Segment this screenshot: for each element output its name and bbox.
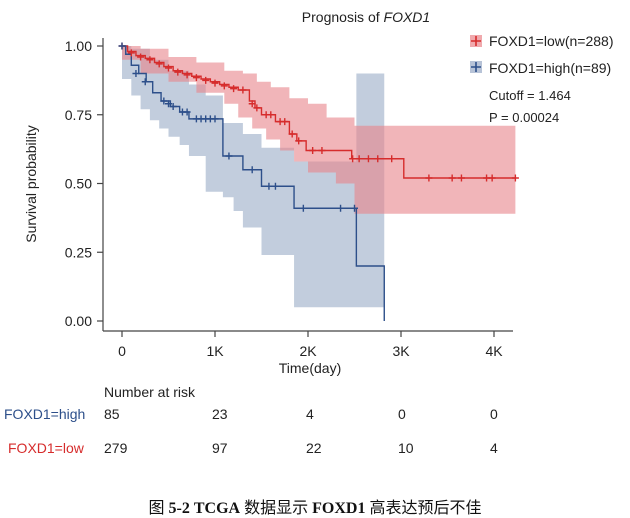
- legend-item-low: FOXD1=low(n=288): [470, 33, 614, 49]
- cutoff-annotation: Cutoff = 1.464: [489, 88, 571, 103]
- y-ticks: 0.00 0.25 0.50 0.75 1.00: [65, 38, 103, 329]
- x-tick-label: 1K: [206, 343, 224, 359]
- risk-value: 0: [398, 406, 406, 422]
- legend: FOXD1=low(n=288) FOXD1=high(n=89) Cutoff…: [470, 33, 614, 125]
- censor-mark-high: [169, 103, 177, 110]
- legend-plus-icon: [471, 36, 481, 46]
- legend-label-low: FOXD1=low(n=288): [489, 33, 614, 49]
- caption-prefix: 图: [148, 500, 169, 517]
- chart-title: Prognosis of FOXD1: [302, 9, 430, 25]
- censor-mark-high: [225, 152, 233, 160]
- y-tick-label: 0.75: [65, 107, 92, 123]
- survival-curve-high: [122, 45, 385, 321]
- risk-value: 97: [212, 440, 228, 456]
- ci-band-low: [122, 46, 516, 214]
- censor-mark-low: [318, 147, 326, 154]
- risk-table-title: Number at risk: [104, 384, 196, 400]
- risk-row-label-high: FOXD1=high: [4, 406, 86, 422]
- censor-mark-high: [118, 42, 126, 50]
- risk-value: 0: [490, 406, 498, 422]
- risk-value: 4: [306, 406, 314, 422]
- censor-mark-low: [211, 79, 219, 87]
- x-tick-label: 3K: [392, 343, 410, 359]
- censor-marks: [118, 42, 519, 212]
- censor-mark-high: [351, 204, 358, 212]
- censor-mark-high: [248, 166, 256, 174]
- censor-mark-high: [132, 70, 140, 77]
- x-tick-label: 0: [118, 343, 126, 359]
- risk-value: 279: [104, 440, 128, 456]
- censor-mark-low: [253, 104, 261, 112]
- x-tick-label: 2K: [299, 343, 317, 359]
- censor-mark-low: [349, 155, 357, 163]
- y-tick-label: 1.00: [65, 38, 92, 54]
- censor-mark-high: [183, 108, 191, 116]
- censor-mark-low: [388, 155, 396, 163]
- pvalue-annotation: P = 0.00024: [489, 110, 559, 125]
- y-tick-label: 0.00: [65, 313, 92, 329]
- censor-mark-high: [141, 78, 149, 86]
- censor-mark-low: [488, 174, 496, 182]
- censor-mark-low: [309, 147, 317, 154]
- x-ticks: 0 1K 2K 3K 4K: [118, 331, 503, 359]
- y-tick-label: 0.25: [65, 244, 92, 260]
- censor-mark-low: [146, 56, 154, 64]
- censor-mark-low: [174, 68, 182, 76]
- censor-mark-low: [248, 100, 256, 108]
- risk-value: 23: [212, 406, 228, 422]
- censor-mark-low: [457, 174, 465, 182]
- censor-mark-low: [425, 174, 433, 182]
- censor-mark-low: [448, 174, 456, 182]
- censor-mark-low: [230, 85, 238, 93]
- censor-mark-high: [160, 97, 168, 105]
- x-tick-label: 4K: [485, 343, 503, 359]
- censor-mark-low: [192, 74, 200, 82]
- censor-mark-low: [239, 86, 247, 94]
- censor-mark-low: [202, 76, 210, 84]
- censor-mark-high: [165, 100, 172, 108]
- censor-mark-low: [155, 60, 163, 68]
- censor-mark-low: [165, 64, 172, 72]
- figure-caption: 图 5-2 TCGA 数据显示 FOXD1 高表达预后不佳: [0, 494, 630, 518]
- censor-mark-low: [288, 130, 296, 138]
- y-axis-label: Survival probability: [23, 125, 39, 243]
- confidence-bands: [122, 46, 516, 308]
- caption-suffix: 高表达预后不佳: [365, 500, 482, 517]
- legend-label-high: FOXD1=high(n=89): [489, 60, 611, 76]
- censor-mark-low: [183, 71, 191, 79]
- censor-mark-low: [374, 155, 382, 163]
- risk-value: 85: [104, 406, 120, 422]
- legend-item-high: FOXD1=high(n=89): [470, 60, 611, 76]
- censor-mark-low: [355, 155, 363, 163]
- km-chart: Prognosis of FOXD1 0.000.250.500.751.00 …: [23, 9, 614, 376]
- legend-plus-icon: [471, 62, 481, 72]
- censor-mark-low: [295, 137, 303, 145]
- risk-value: 4: [490, 440, 498, 456]
- censor-mark-low: [364, 155, 372, 163]
- censor-mark-low: [127, 49, 135, 57]
- risk-row-label-low: FOXD1=low: [8, 440, 84, 456]
- censor-mark-high: [271, 182, 279, 190]
- censor-mark-high: [265, 182, 273, 190]
- risk-value: 22: [306, 440, 322, 456]
- censor-mark-high: [211, 115, 219, 123]
- caption-gene: FOXD1: [312, 500, 366, 517]
- x-axis-label: Time(day): [279, 360, 342, 376]
- caption-figure-number: 5-2 TCGA: [168, 500, 241, 517]
- censor-mark-low: [511, 174, 519, 182]
- risk-value: 10: [398, 440, 414, 456]
- censor-mark-low: [137, 53, 145, 61]
- censor-mark-low: [267, 111, 275, 119]
- censor-mark-high: [337, 204, 345, 212]
- censor-mark-low: [281, 118, 289, 126]
- censor-mark-high: [299, 204, 307, 212]
- y-tick-label: 0.50: [65, 176, 92, 192]
- censor-mark-low: [220, 82, 228, 90]
- caption-mid: 数据显示: [240, 500, 313, 517]
